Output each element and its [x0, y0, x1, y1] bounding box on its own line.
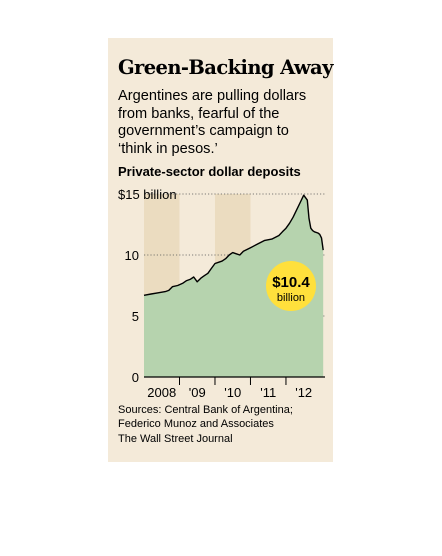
- callout-bubble: [266, 261, 316, 311]
- deposits-line: [143, 194, 324, 296]
- y-tick-label: 10: [125, 248, 139, 263]
- chart-title: Green-Backing Away: [118, 56, 333, 79]
- chart-series-title: Private-sector dollar deposits: [118, 164, 301, 179]
- y-tick-label: 0: [132, 370, 139, 385]
- source-note: Sources: Central Bank of Argentina; Fede…: [118, 404, 293, 430]
- x-tick-label: '10: [224, 385, 241, 400]
- x-tick-label: 2008: [147, 385, 176, 400]
- x-tick-label: '09: [189, 385, 206, 400]
- y-tick-label: 5: [132, 309, 139, 324]
- x-tick-label: '11: [260, 385, 276, 400]
- callout-value: $10.4: [272, 274, 310, 291]
- y-tick-label: $15 billion: [118, 187, 177, 202]
- chart-subtitle: Argentines are pulling dollars from bank…: [118, 88, 307, 157]
- value-callout: $10.4 billion: [266, 261, 316, 311]
- y-tick-labels: 0 5 10 $15 billion: [118, 187, 177, 385]
- x-tick-labels: 2008 '09 '10 '11 '12: [147, 377, 312, 400]
- credit-note: The Wall Street Journal: [118, 433, 233, 445]
- deposits-area: [144, 195, 324, 377]
- x-tick-label: '12: [295, 385, 312, 400]
- callout-unit: billion: [277, 292, 305, 304]
